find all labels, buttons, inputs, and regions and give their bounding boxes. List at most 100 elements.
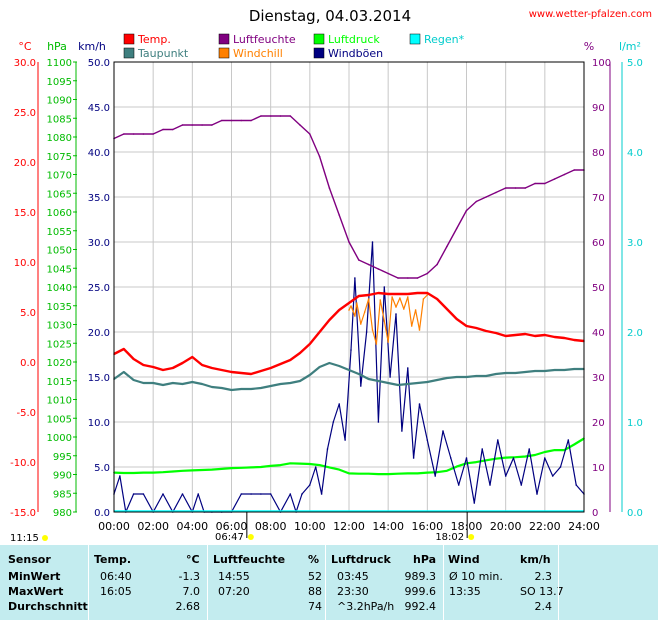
data-point-temp — [260, 370, 262, 372]
humidity-axis-unit: % — [584, 40, 594, 53]
legend-swatch-dewpoint — [123, 47, 135, 59]
cell-label: MaxWert — [8, 585, 64, 598]
data-point-dewpoint — [358, 373, 360, 375]
x-tick-label: 10:00 — [294, 520, 326, 533]
data-point-dewpoint — [573, 368, 575, 370]
data-point-temp — [387, 293, 390, 295]
data-point-gusts — [365, 331, 368, 333]
cell-h-val: 74 — [308, 600, 322, 613]
legend-swatch-temp — [123, 33, 135, 45]
data-point-windchill — [407, 296, 409, 298]
data-point-temp — [573, 339, 575, 341]
data-point-temp — [299, 352, 301, 354]
x-tick-label: 00:00 — [98, 520, 130, 533]
data-point-pressure — [279, 464, 282, 466]
data-point-dewpoint — [504, 372, 507, 374]
data-point-dewpoint — [367, 378, 370, 380]
data-point-pressure — [250, 466, 252, 469]
data-point-humidity — [230, 119, 233, 122]
temp-tick-label: 10.0 — [14, 258, 36, 269]
data-point-windchill — [422, 298, 425, 300]
data-point-temp — [367, 294, 370, 296]
x-tick-label: 12:00 — [333, 520, 365, 533]
x-tick-label: 08:00 — [255, 520, 287, 533]
x-tick-label: 14:00 — [372, 520, 404, 533]
data-point-gusts — [520, 484, 523, 486]
cell-p-time: 03:45 — [337, 570, 369, 583]
data-point-humidity — [299, 124, 301, 126]
data-point-humidity — [211, 124, 213, 126]
data-point-windchill — [395, 306, 397, 308]
rain-tick-label: 0.0 — [627, 508, 643, 519]
table-row: MaxWert 16:05 7.0 07:20 88 23:30 999.6 13:35 SO … — [0, 585, 658, 600]
data-point-dewpoint — [455, 376, 458, 378]
data-point-dewpoint — [553, 369, 556, 371]
data-point-gusts — [332, 421, 335, 423]
data-point-humidity — [524, 187, 527, 189]
data-point-temp — [504, 335, 507, 337]
pressure-tick-label: 1080 — [47, 133, 72, 144]
data-point-dewpoint — [524, 371, 527, 373]
data-point-gusts — [250, 493, 252, 495]
cell-t-time: 06:40 — [100, 570, 132, 583]
data-point-temp — [534, 335, 536, 337]
data-point-dewpoint — [132, 379, 135, 381]
data-point-gusts — [497, 439, 499, 441]
rain-axis-unit: l/m² — [619, 40, 641, 53]
data-point-gusts — [289, 493, 292, 495]
data-point-gusts — [575, 484, 577, 486]
legend-label-temp: Temp. — [137, 33, 171, 46]
data-point-dewpoint — [201, 383, 203, 385]
site-url[interactable]: www.wetter-pfalzen.com — [529, 9, 652, 20]
pressure-tick-label: 1075 — [47, 152, 72, 163]
data-point-pressure — [230, 467, 233, 469]
data-point-humidity — [123, 133, 125, 135]
humidity-tick-label: 50 — [592, 283, 605, 294]
data-point-humidity — [446, 245, 448, 248]
pressure-tick-label: 980 — [53, 508, 72, 519]
humidity-tick-label: 20 — [592, 418, 605, 429]
cell-w-time: 13:35 — [449, 585, 481, 598]
sunset-label: 18:02 — [435, 532, 464, 543]
data-point-pressure — [387, 473, 390, 475]
plot-frame — [113, 61, 585, 513]
legend-swatch-rain — [409, 33, 421, 45]
data-point-humidity — [475, 200, 478, 203]
data-point-gusts — [314, 466, 317, 468]
legend-label-gusts: Windböen — [328, 47, 383, 60]
sunset-sun-icon — [468, 534, 475, 540]
data-point-pressure — [504, 456, 507, 459]
pressure-tick-label: 1050 — [47, 246, 72, 257]
data-point-gusts — [473, 502, 476, 504]
data-point-pressure — [152, 471, 154, 474]
data-point-pressure — [309, 463, 311, 465]
cell-t-val: 2.68 — [175, 600, 201, 613]
data-point-dewpoint — [348, 369, 350, 371]
data-point-pressure — [446, 470, 448, 472]
cell-label: MinWert — [8, 570, 61, 583]
humidity-tick-label: 70 — [592, 193, 605, 204]
rain-tick-label: 4.0 — [627, 148, 643, 159]
legend-swatch-gusts — [313, 47, 325, 59]
data-point-dewpoint — [495, 373, 497, 375]
data-point-windchill — [356, 302, 358, 304]
data-point-humidity — [152, 133, 154, 135]
data-point-humidity — [534, 182, 536, 185]
data-point-gusts — [407, 367, 409, 369]
data-point-windchill — [350, 305, 352, 307]
sunrise-label: 06:47 — [215, 532, 244, 543]
data-point-dewpoint — [220, 387, 223, 389]
col-temp: Temp. — [94, 553, 132, 566]
data-point-humidity — [220, 119, 223, 122]
data-point-gusts — [344, 439, 346, 441]
legend-label-pressure: Luftdruck — [328, 33, 380, 46]
pressure-tick-label: 1015 — [47, 377, 72, 388]
sunshine-duration: 11:15 — [10, 533, 39, 544]
data-point-temp — [446, 308, 448, 310]
data-point-dewpoint — [172, 382, 174, 384]
data-point-humidity — [485, 196, 487, 198]
data-point-gusts — [512, 457, 515, 459]
data-point-pressure — [181, 470, 184, 472]
x-tick-label: 02:00 — [137, 520, 169, 533]
legend-swatch-humidity — [218, 33, 230, 45]
